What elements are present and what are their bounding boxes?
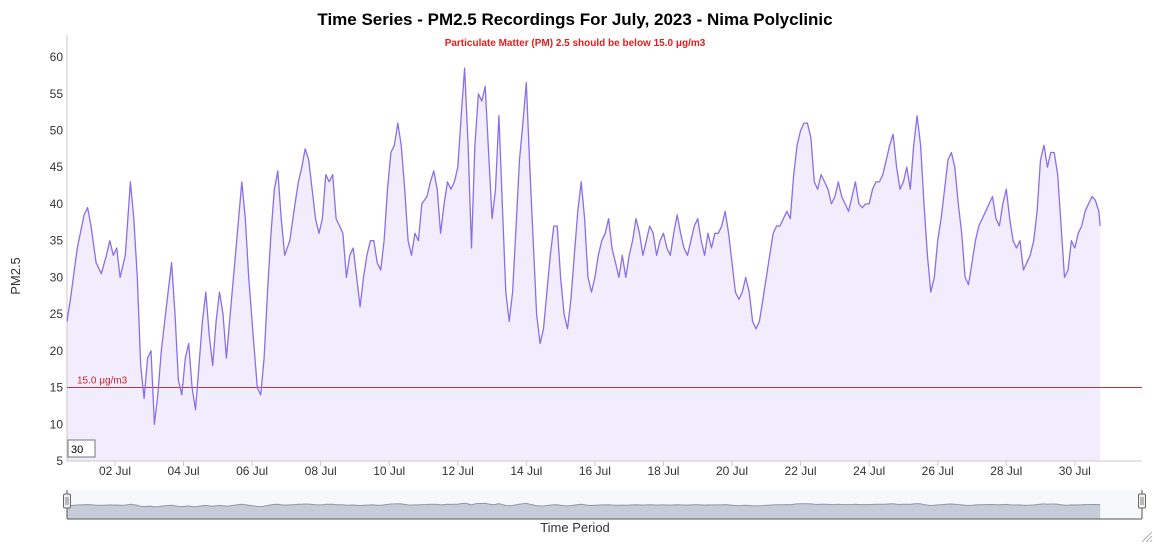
y-tick-label: 25 <box>50 307 64 321</box>
x-tick-label: 18 Jul <box>647 464 679 478</box>
y-tick-label: 55 <box>50 87 64 101</box>
x-tick-label: 10 Jul <box>373 464 405 478</box>
threshold-label: 15.0 μg/m3 <box>77 376 128 387</box>
resize-grip-icon[interactable] <box>1149 539 1153 543</box>
navigator-handle-right[interactable] <box>1138 493 1146 509</box>
chart-title: Time Series - PM2.5 Recordings For July,… <box>317 10 832 29</box>
navigator-area <box>67 503 1101 519</box>
x-tick-label: 26 Jul <box>922 464 954 478</box>
y-tick-label: 40 <box>50 197 64 211</box>
series-line <box>66 67 1101 425</box>
y-tick-label: 5 <box>56 454 63 468</box>
x-tick-label: 04 Jul <box>168 464 200 478</box>
rolling-period-value: 30 <box>71 444 83 456</box>
y-tick-label: 10 <box>50 417 64 431</box>
y-tick-label: 30 <box>50 270 64 284</box>
x-tick-label: 22 Jul <box>785 464 817 478</box>
y-axis-title: PM2.5 <box>8 257 23 295</box>
plot-area: 15.0 μg/m3 5 10 15 20 25 30 35 40 45 50 55 60 02 Jul 0… <box>50 35 1153 543</box>
series-area <box>67 68 1101 461</box>
x-tick-label: 24 Jul <box>853 464 885 478</box>
chart-subtitle: Particulate Matter (PM) 2.5 should be be… <box>445 38 706 49</box>
x-tick-label: 08 Jul <box>305 464 337 478</box>
x-tick-label: 02 Jul <box>99 464 131 478</box>
x-axis-title: Time Period <box>540 520 610 535</box>
y-tick-label: 15 <box>50 381 64 395</box>
x-tick-label: 16 Jul <box>579 464 611 478</box>
navigator-line <box>66 502 1101 508</box>
rolling-period-box[interactable]: 30 <box>67 439 96 458</box>
x-tick-label: 06 Jul <box>236 464 268 478</box>
y-tick-label: 60 <box>50 50 64 64</box>
navigator-handle-left[interactable] <box>63 493 71 509</box>
x-tick-label: 12 Jul <box>442 464 474 478</box>
resize-grip-icon[interactable] <box>1141 531 1153 543</box>
x-tick-label: 20 Jul <box>716 464 748 478</box>
y-tick-label: 20 <box>50 344 64 358</box>
resize-grip-icon[interactable] <box>1145 535 1153 543</box>
x-tick-label: 14 Jul <box>510 464 542 478</box>
y-tick-label: 45 <box>50 160 64 174</box>
x-tick-label: 28 Jul <box>990 464 1022 478</box>
y-tick-label: 50 <box>50 123 64 137</box>
y-tick-label: 35 <box>50 234 64 248</box>
x-tick-label: 30 Jul <box>1059 464 1091 478</box>
